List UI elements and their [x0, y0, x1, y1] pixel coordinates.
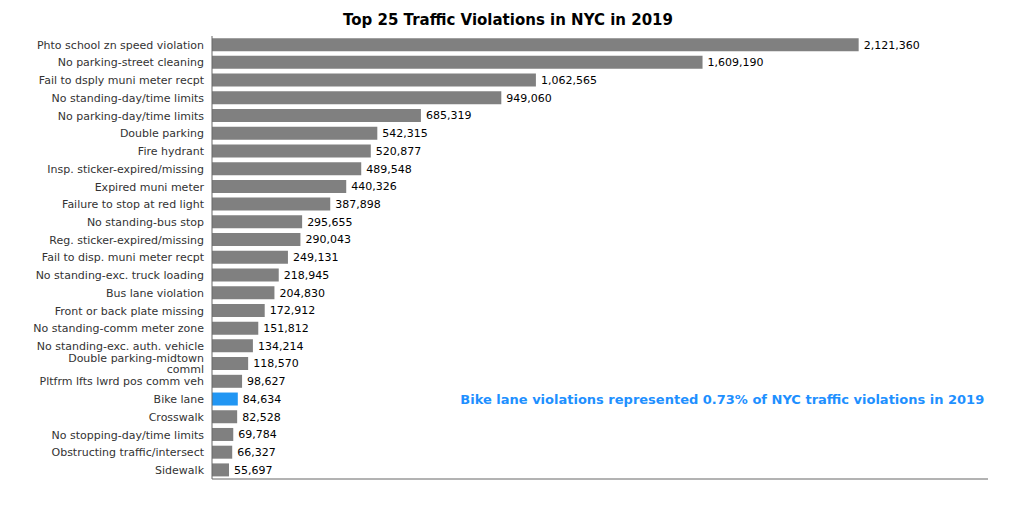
svg-text:Insp. sticker-expired/missing: Insp. sticker-expired/missing — [47, 163, 204, 176]
svg-text:No standing-exc. truck loading: No standing-exc. truck loading — [36, 269, 204, 282]
html-text:Top 25 Traffic Violations in N: Top 25 Traffic Violations in NYC in 2019 — [343, 11, 673, 29]
svg-text:172,912: 172,912 — [270, 304, 316, 317]
svg-text:Double parking: Double parking — [120, 127, 204, 140]
svg-text:Pltfrm lfts lwrd pos comm veh: Pltfrm lfts lwrd pos comm veh — [40, 375, 204, 388]
svg-text:Obstructing traffic/intersect: Obstructing traffic/intersect — [51, 446, 204, 459]
svg-text:69,784: 69,784 — [238, 428, 277, 441]
svg-text:295,655: 295,655 — [307, 216, 353, 229]
svg-text:Double parking-midtowncomml: Double parking-midtowncomml — [68, 352, 204, 376]
svg-text:No standing-day/time limits: No standing-day/time limits — [52, 92, 205, 105]
svg-text:249,131: 249,131 — [293, 251, 339, 264]
svg-text:1,062,565: 1,062,565 — [541, 74, 597, 87]
svg-text:387,898: 387,898 — [335, 198, 381, 211]
svg-text:Reg. sticker-expired/missing: Reg. sticker-expired/missing — [49, 234, 204, 247]
svg-text:82,528: 82,528 — [242, 411, 281, 424]
svg-text:118,570: 118,570 — [253, 357, 299, 370]
svg-text:No standing-bus stop: No standing-bus stop — [87, 216, 204, 229]
svg-text:Fail to dsply muni meter recpt: Fail to dsply muni meter recpt — [39, 74, 205, 87]
svg-text:Expired muni meter: Expired muni meter — [95, 181, 205, 194]
svg-text:1,609,190: 1,609,190 — [708, 56, 764, 69]
svg-text:Fail to disp. muni meter recpt: Fail to disp. muni meter recpt — [42, 251, 205, 264]
svg-text:98,627: 98,627 — [247, 375, 286, 388]
svg-text:Bike lane violations represent: Bike lane violations represented 0.73% o… — [460, 392, 984, 407]
svg-text:Fire hydrant: Fire hydrant — [138, 145, 205, 158]
svg-text:685,319: 685,319 — [426, 109, 472, 122]
svg-text:204,830: 204,830 — [279, 287, 325, 300]
svg-text:Crosswalk: Crosswalk — [149, 411, 205, 424]
svg-text:Bus lane violation: Bus lane violation — [106, 287, 204, 300]
svg-text:66,327: 66,327 — [237, 446, 276, 459]
svg-text:Phto school zn speed violation: Phto school zn speed violation — [37, 39, 204, 52]
svg-text:55,697: 55,697 — [234, 464, 273, 477]
svg-text:218,945: 218,945 — [284, 269, 330, 282]
svg-text:949,060: 949,060 — [506, 92, 552, 105]
svg-text:Failure to stop at red light: Failure to stop at red light — [62, 198, 205, 211]
svg-text:151,812: 151,812 — [263, 322, 309, 335]
svg-text:Bike lane: Bike lane — [154, 393, 205, 406]
svg-text:No stopping-day/time limits: No stopping-day/time limits — [52, 429, 205, 442]
svg-text:No standing-exc. auth. vehicle: No standing-exc. auth. vehicle — [37, 340, 205, 353]
svg-text:84,634: 84,634 — [243, 393, 282, 406]
svg-text:489,548: 489,548 — [366, 163, 412, 176]
svg-text:520,877: 520,877 — [376, 145, 422, 158]
svg-text:No parking-day/time limits: No parking-day/time limits — [58, 110, 205, 123]
svg-text:2,121,360: 2,121,360 — [864, 39, 920, 52]
svg-text:Front or back plate missing: Front or back plate missing — [55, 305, 204, 318]
svg-text:Sidewalk: Sidewalk — [155, 464, 205, 477]
svg-text:No parking-street cleaning: No parking-street cleaning — [58, 56, 204, 69]
svg-text:542,315: 542,315 — [382, 127, 428, 140]
svg-text:134,214: 134,214 — [258, 340, 304, 353]
svg-text:440,326: 440,326 — [351, 180, 397, 193]
svg-text:290,043: 290,043 — [305, 233, 351, 246]
svg-text:No standing-comm meter zone: No standing-comm meter zone — [33, 322, 204, 335]
